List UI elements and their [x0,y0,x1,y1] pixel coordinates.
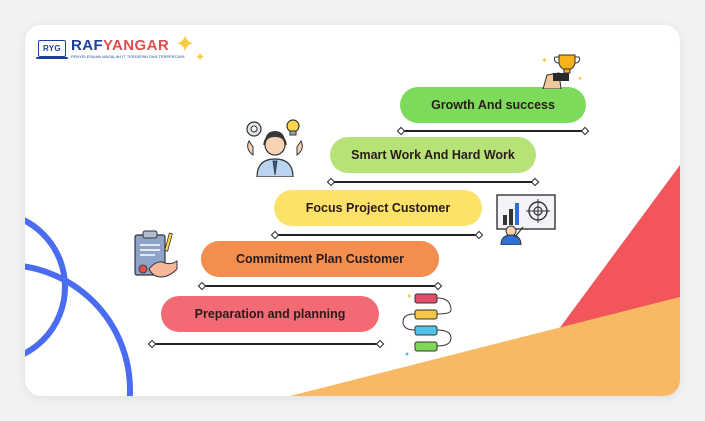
blue-arc-upper [25,217,68,357]
step-commitment-line [203,285,437,287]
contract-handshake-icon [134,230,178,278]
slide-card: RYG RAFYANGAR PENYELESAIAN MASALAH IT TE… [25,25,680,396]
svg-text:✦: ✦ [541,56,548,65]
logo-name-part2: YANGAR [103,37,170,54]
step-growth-line [402,130,584,132]
sparkle-icon: ✦ [175,31,196,58]
sparkle-small-icon: ✦ [195,50,206,64]
trophy-icon: ✦ ✦ [541,54,583,89]
svg-text:✦: ✦ [577,75,583,83]
step-focus-project-line [276,234,478,236]
logo-monitor-icon: RYG [38,40,66,57]
background-shapes [25,165,680,396]
step-smart-work-pill: Smart Work And Hard Work [330,137,536,173]
step-focus-project-pill: Focus Project Customer [274,190,482,226]
logo-tagline: PENYELESAIAN MASALAH IT TERDEPAN DAN TER… [71,55,185,59]
step-commitment-pill: Commitment Plan Customer [201,241,439,277]
target-presentation-icon [496,194,556,245]
step-preparation-line [153,343,379,345]
step-preparation-pill: Preparation and planning [161,296,379,332]
thinking-worker-icon [246,119,303,177]
step-growth-pill: Growth And success [400,87,586,123]
flowchart-icon [402,293,452,356]
step-smart-work-line [332,181,534,183]
blue-arc-lower [25,263,133,396]
red-triangle [553,165,680,337]
logo-name-part1: RAF [71,37,104,54]
logo-stand [36,57,68,59]
logo-name: RAFYANGAR [71,37,169,54]
orange-triangle [290,297,680,396]
